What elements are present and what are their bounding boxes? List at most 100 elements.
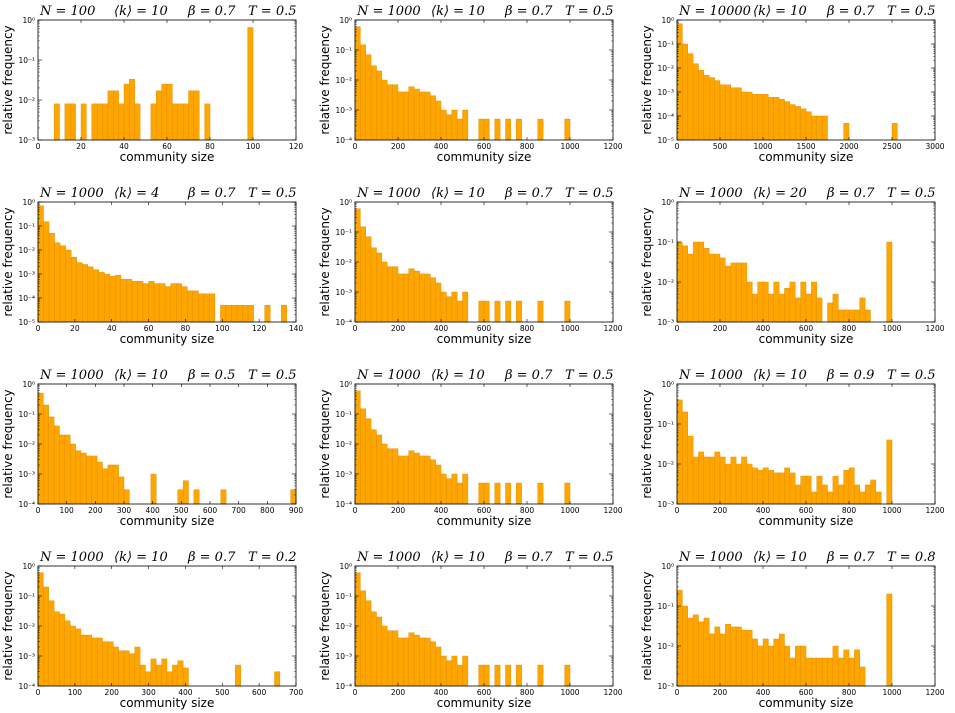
bar <box>360 44 366 141</box>
bar <box>446 478 452 505</box>
bar <box>768 97 774 141</box>
title-k: ⟨k⟩ = 10 <box>431 368 485 383</box>
bar <box>816 657 823 687</box>
y-tick-label: 10⁻³ <box>335 288 352 297</box>
bar <box>735 463 742 505</box>
bar <box>354 390 361 505</box>
y-tick-label: 10⁻⁴ <box>335 682 352 691</box>
x-tick-label: 400 <box>756 506 771 515</box>
bar <box>118 650 125 687</box>
bar <box>403 273 409 323</box>
bar <box>107 90 114 141</box>
y-axis-label: relative frequency <box>1 571 15 680</box>
x-tick-label: 600 <box>799 506 814 515</box>
bar <box>182 667 189 687</box>
y-tick-label: 10⁻¹ <box>335 46 352 55</box>
y-tick-label: 10⁰ <box>661 380 674 389</box>
bar <box>838 484 844 505</box>
bar <box>365 54 372 141</box>
title-beta: β = 0.7 <box>826 4 875 19</box>
bar <box>773 472 780 505</box>
title-k: ⟨k⟩ = 10 <box>114 368 168 383</box>
x-axis-label: community size <box>437 332 532 346</box>
y-tick-label: 10⁰ <box>661 562 674 571</box>
x-tick-label: 200 <box>391 324 406 333</box>
x-tick-label: 700 <box>232 506 247 515</box>
bar <box>505 300 512 323</box>
bar <box>419 637 426 687</box>
bar <box>424 91 431 141</box>
title-beta: β = 0.7 <box>504 186 553 201</box>
bar <box>381 261 388 323</box>
bar <box>118 103 125 141</box>
bar <box>703 617 710 687</box>
bar <box>854 484 860 505</box>
title-t: T = 0.5 <box>887 4 936 19</box>
chart-panel-9: 0 200 400 600 800 1000 1200 10⁻³ 10⁻² 10⁻¹ 10⁰ N = … <box>640 368 945 528</box>
bar <box>778 472 785 505</box>
bar <box>107 464 114 505</box>
x-tick-label: 40 <box>119 142 129 151</box>
x-tick-label: 400 <box>756 688 771 697</box>
y-tick-label: 10⁻² <box>18 440 35 449</box>
title-n: N = 1000 <box>678 368 743 383</box>
bar <box>123 83 130 141</box>
bar <box>150 658 157 687</box>
bar <box>741 629 748 687</box>
bar <box>848 657 855 687</box>
y-tick-label: 10⁰ <box>661 198 674 207</box>
x-axis-label: community size <box>437 696 532 710</box>
bar <box>274 671 281 687</box>
bar <box>126 279 133 323</box>
x-axis-label: community size <box>120 696 215 710</box>
x-tick-label: 1200 <box>925 506 944 515</box>
bar <box>537 118 544 141</box>
title-beta: β = 0.7 <box>187 186 236 201</box>
bar <box>131 281 138 323</box>
bar <box>773 638 780 687</box>
y-axis-label: relative frequency <box>640 389 654 498</box>
bar <box>478 118 485 141</box>
x-tick-label: 800 <box>842 688 857 697</box>
bar <box>376 70 383 141</box>
bar <box>91 103 98 141</box>
bar <box>446 114 452 141</box>
x-tick-label: 0 <box>353 688 358 697</box>
bar <box>392 266 399 323</box>
bar <box>413 634 420 687</box>
y-tick-label: 10⁻¹ <box>657 238 674 247</box>
y-tick-label: 10⁰ <box>22 562 35 571</box>
bar <box>80 103 87 141</box>
x-tick-label: 1000 <box>560 142 579 151</box>
bar <box>193 90 200 141</box>
bar <box>403 91 409 141</box>
bar <box>365 418 372 505</box>
bar <box>800 475 807 505</box>
bar <box>365 600 372 687</box>
x-tick-label: 200 <box>713 506 728 515</box>
bar <box>166 671 173 687</box>
bar <box>381 625 388 687</box>
bar <box>838 657 844 687</box>
bar <box>886 241 893 323</box>
title-n: N = 1000 <box>356 186 421 201</box>
bar <box>64 620 71 687</box>
bar <box>800 108 807 141</box>
x-tick-label: 200 <box>105 688 120 697</box>
x-tick-label: 1500 <box>796 142 815 151</box>
bar <box>435 646 442 687</box>
y-tick-label: 10⁻³ <box>335 470 352 479</box>
title-k: ⟨k⟩ = 10 <box>431 186 485 201</box>
bar <box>687 435 694 505</box>
bar <box>735 87 742 141</box>
bar <box>397 637 404 687</box>
x-tick-label: 200 <box>713 688 728 697</box>
bar <box>478 664 485 687</box>
bar <box>161 658 168 687</box>
bar <box>692 456 699 505</box>
bar <box>381 79 388 141</box>
title-beta: β = 0.7 <box>826 550 875 565</box>
bar <box>159 283 166 323</box>
bar <box>413 88 420 141</box>
bar <box>462 109 469 141</box>
